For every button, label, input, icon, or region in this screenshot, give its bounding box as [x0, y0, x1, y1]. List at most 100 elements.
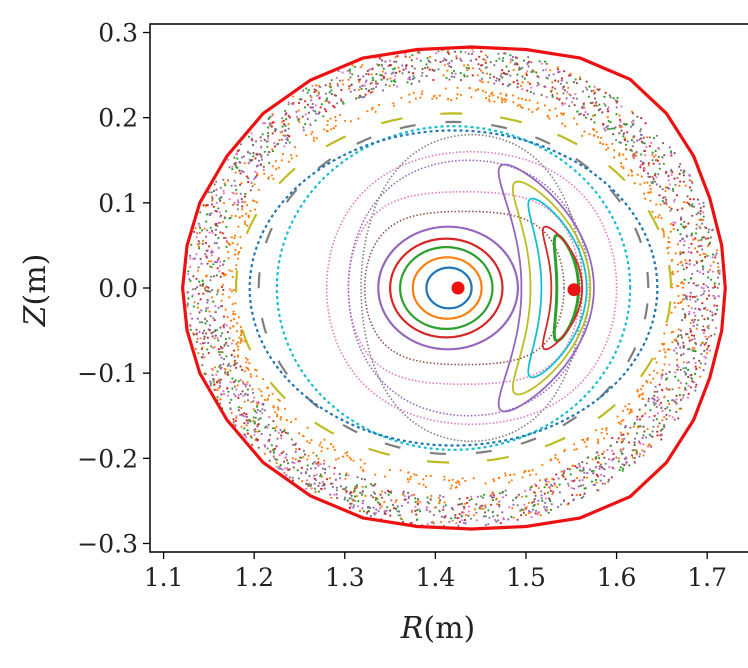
stochastic-point — [263, 138, 266, 141]
stochastic-point — [262, 168, 265, 172]
stochastic-point — [223, 392, 226, 396]
stochastic-point — [717, 295, 720, 298]
stochastic-point — [572, 117, 576, 120]
stochastic-point — [284, 456, 288, 459]
stochastic-point — [438, 509, 441, 512]
stochastic-point — [368, 506, 372, 510]
stochastic-point — [294, 418, 297, 421]
stochastic-point — [679, 301, 682, 304]
x-axis-label: R(m) — [400, 611, 475, 646]
stochastic-point — [582, 466, 585, 470]
stochastic-point — [625, 462, 628, 465]
stochastic-point — [677, 417, 680, 420]
stochastic-point — [631, 174, 634, 177]
stochastic-point — [516, 504, 519, 507]
stochastic-point — [258, 430, 261, 433]
stochastic-point — [312, 451, 315, 454]
stochastic-point — [399, 469, 402, 472]
stochastic-point — [434, 59, 437, 62]
stochastic-point — [419, 510, 422, 513]
stochastic-point — [455, 481, 458, 484]
stochastic-point — [434, 506, 437, 509]
stochastic-point — [363, 84, 366, 87]
stochastic-point — [509, 74, 512, 77]
stochastic-point — [658, 214, 661, 217]
stochastic-point — [234, 302, 237, 305]
stochastic-point — [286, 137, 289, 140]
stochastic-point — [415, 57, 418, 60]
stochastic-point — [237, 149, 240, 152]
stochastic-point — [705, 284, 708, 287]
stochastic-point — [389, 77, 392, 80]
stochastic-point — [681, 308, 685, 311]
stochastic-point — [243, 422, 246, 425]
stochastic-point — [691, 349, 694, 352]
stochastic-point — [264, 426, 267, 429]
stochastic-point — [214, 334, 217, 337]
stochastic-point — [189, 279, 192, 283]
stochastic-point — [235, 153, 238, 156]
stochastic-point — [240, 339, 243, 342]
stochastic-point — [586, 438, 589, 442]
stochastic-point — [361, 507, 364, 510]
stochastic-point — [628, 464, 631, 467]
stochastic-point — [217, 348, 220, 351]
stochastic-point — [191, 294, 194, 297]
stochastic-point — [663, 202, 666, 205]
stochastic-point — [531, 508, 535, 511]
stochastic-point — [674, 252, 677, 255]
stochastic-point — [288, 135, 291, 138]
stochastic-point — [618, 457, 621, 460]
stochastic-point — [575, 123, 579, 126]
stochastic-point — [685, 262, 688, 265]
stochastic-point — [271, 165, 274, 168]
stochastic-point — [313, 88, 316, 91]
stochastic-point — [222, 315, 226, 318]
stochastic-point — [476, 495, 479, 498]
stochastic-point — [344, 474, 347, 477]
stochastic-point — [240, 181, 243, 185]
stochastic-point — [682, 367, 685, 370]
stochastic-point — [260, 155, 263, 159]
stochastic-point — [580, 496, 583, 500]
stochastic-point — [583, 130, 586, 133]
stochastic-point — [203, 227, 206, 230]
stochastic-point — [702, 211, 705, 214]
stochastic-point — [683, 370, 686, 373]
stochastic-point — [321, 480, 324, 483]
stochastic-point — [260, 154, 263, 157]
stochastic-point — [506, 73, 509, 76]
stochastic-point — [347, 474, 350, 477]
stochastic-point — [639, 166, 642, 169]
stochastic-point — [546, 77, 549, 80]
stochastic-point — [695, 342, 698, 346]
stochastic-point — [283, 460, 286, 463]
stochastic-point — [700, 218, 703, 221]
stochastic-point — [196, 302, 200, 305]
stochastic-point — [203, 329, 206, 332]
stochastic-point — [220, 367, 223, 370]
stochastic-point — [627, 433, 630, 436]
stochastic-point — [546, 114, 549, 117]
stochastic-point — [344, 119, 347, 122]
stochastic-point — [596, 438, 600, 441]
stochastic-point — [516, 79, 519, 82]
stochastic-point — [454, 516, 457, 519]
stochastic-point — [682, 394, 685, 397]
stochastic-point — [374, 496, 378, 500]
stochastic-point — [442, 495, 445, 498]
stochastic-point — [187, 297, 190, 300]
stochastic-point — [250, 159, 253, 162]
stochastic-point — [487, 509, 490, 512]
stochastic-point — [267, 137, 270, 140]
stochastic-point — [522, 511, 525, 514]
stochastic-point — [371, 68, 374, 71]
stochastic-point — [703, 343, 706, 346]
stochastic-point — [625, 148, 628, 151]
stochastic-point — [538, 60, 541, 63]
stochastic-point — [687, 281, 690, 284]
stochastic-point — [223, 182, 226, 185]
stochastic-point — [691, 181, 694, 184]
stochastic-point — [643, 450, 646, 453]
stochastic-point — [290, 420, 293, 423]
